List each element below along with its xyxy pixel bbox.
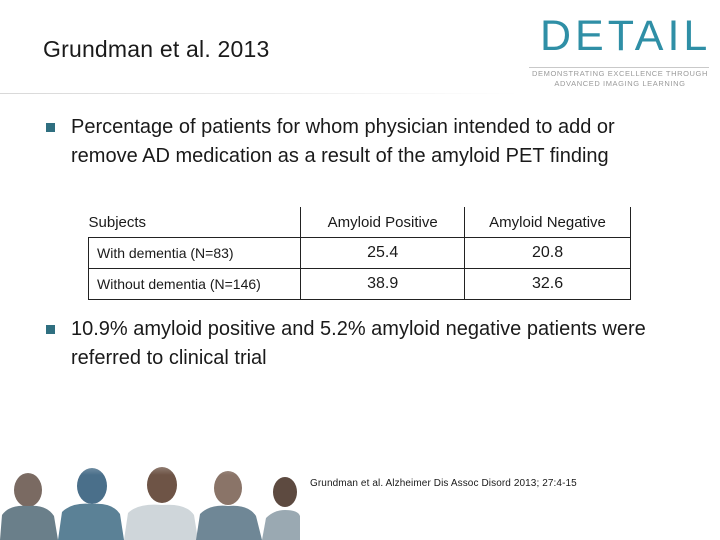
logo-tagline-line1: DEMONSTRATING EXCELLENCE THROUGH xyxy=(531,69,709,78)
logo-wordmark: DETAIL xyxy=(540,12,712,60)
header-amyloid-negative: Amyloid Negative xyxy=(464,207,631,238)
table-row: With dementia (N=83) 25.4 20.8 xyxy=(87,237,631,269)
header-subjects: Subjects xyxy=(88,213,147,231)
amyloid-negative-value: 32.6 xyxy=(464,268,631,300)
title-divider xyxy=(0,93,520,94)
bullet-text: 10.9% amyloid positive and 5.2% amyloid … xyxy=(71,318,646,369)
bullet-item: 10.9% amyloid positive and 5.2% amyloid … xyxy=(46,315,686,375)
logo-tagline-line2: ADVANCED IMAGING LEARNING xyxy=(554,79,686,88)
amyloid-positive-value: 25.4 xyxy=(300,237,466,269)
citation: Grundman et al. Alzheimer Dis Assoc Diso… xyxy=(310,478,577,489)
table-row: Without dementia (N=146) 38.9 32.6 xyxy=(87,268,631,300)
slide-title: Grundman et al. 2013 xyxy=(43,36,270,62)
header-amyloid-positive: Amyloid Positive xyxy=(300,207,466,238)
amyloid-negative-value: 20.8 xyxy=(464,237,631,269)
results-table: Subjects Amyloid Positive Amyloid Negati… xyxy=(87,207,631,300)
row-label: Without dementia (N=146) xyxy=(87,268,302,300)
clinicians-photo xyxy=(0,440,300,540)
amyloid-positive-value: 38.9 xyxy=(300,268,466,300)
square-bullet-icon xyxy=(46,123,55,132)
logo-divider xyxy=(529,67,709,68)
square-bullet-icon xyxy=(46,325,55,334)
table-header-row: Subjects Amyloid Positive Amyloid Negati… xyxy=(89,207,631,238)
detail-logo: DETAIL DEMONSTRATING EXCELLENCE THROUGH … xyxy=(525,10,715,90)
bullet-item: Percentage of patients for whom physicia… xyxy=(46,113,686,203)
bullet-text: Percentage of patients for whom physicia… xyxy=(71,116,615,167)
row-label: With dementia (N=83) xyxy=(87,237,302,269)
